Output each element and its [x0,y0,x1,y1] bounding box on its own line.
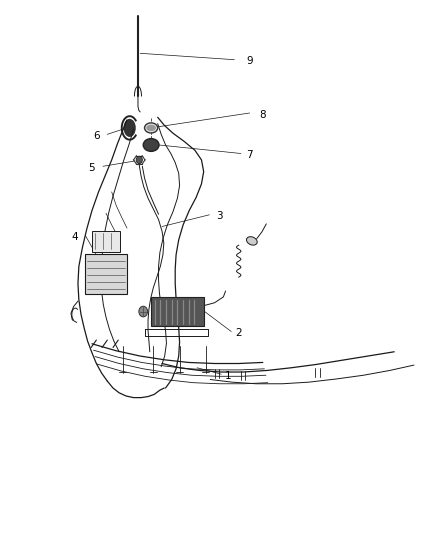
Circle shape [136,156,142,164]
Text: 2: 2 [235,328,242,338]
Circle shape [139,306,148,317]
Ellipse shape [247,237,257,245]
Text: 8: 8 [259,110,266,119]
Ellipse shape [145,123,158,133]
Bar [85,254,127,294]
Text: 9: 9 [246,56,253,66]
Text: 1: 1 [224,371,231,381]
Text: 3: 3 [215,211,223,221]
Ellipse shape [124,119,136,137]
Text: 5: 5 [88,163,95,173]
Bar [151,297,204,326]
Text: 6: 6 [93,131,100,141]
Text: 7: 7 [246,150,253,159]
Text: 4: 4 [71,232,78,242]
Bar [92,231,120,252]
Ellipse shape [143,139,159,151]
Ellipse shape [146,125,156,131]
